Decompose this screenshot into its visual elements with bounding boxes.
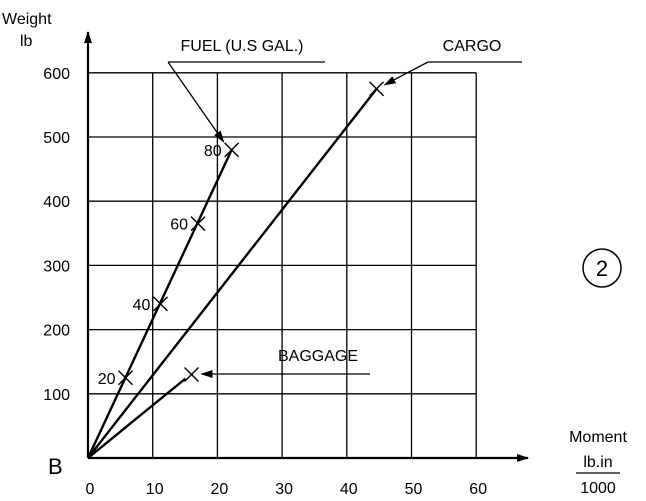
y-axis-unit-label: lb [20,33,33,50]
labels: 0 10 20 30 40 50 60 100 200 300 400 500 600 Weight lb M… [2,11,627,498]
fuel-point-label-80: 80 [204,143,222,160]
y-tick-label-200: 200 [43,323,70,340]
fuel-marker-80 [224,142,240,158]
cargo-marker [369,81,385,97]
x-axis-unit-denominator: 1000 [580,480,616,497]
x-tick-label-30: 30 [275,481,293,498]
x-tick-label-50: 50 [405,481,423,498]
fuel-marker-20 [118,370,134,386]
y-axis-label: Weight [2,11,52,28]
fuel-marker-40 [152,296,168,312]
x-tick-label-10: 10 [146,481,164,498]
axes [84,31,529,462]
cargo-leader-arrow [383,61,429,86]
series [86,81,385,459]
x-axis-unit-numerator: lb.in [583,454,612,471]
baggage-line [87,377,187,459]
fuel-point-label-60: 60 [170,217,188,234]
baggage-marker [184,367,200,383]
fuel-point-label-20: 20 [98,371,116,388]
fuel-leader-arrow [167,61,225,143]
cargo-line [87,88,378,459]
baggage-series-label: BAGGAGE [278,348,358,365]
x-tick-label-20: 20 [211,481,229,498]
figure-number: 2 [596,256,608,281]
grid [88,72,477,458]
x-axis-label: Moment [569,429,627,446]
y-tick-label-100: 100 [43,387,70,404]
cargo-series-label: CARGO [443,38,502,55]
y-tick-label-300: 300 [43,258,70,275]
figure-number-circle [582,248,622,288]
fuel-point-label-40: 40 [133,297,151,314]
y-tick-label-600: 600 [43,66,70,83]
fuel-series-label: FUEL (U.S GAL.) [181,38,304,55]
fuel-marker-60 [190,216,206,232]
x-tick-label-40: 40 [340,481,358,498]
y-tick-label-400: 400 [43,194,70,211]
x-tick-label-0: 0 [86,481,95,498]
y-tick-label-500: 500 [43,130,70,147]
origin-label: B [48,454,63,479]
x-tick-label-60: 60 [469,481,487,498]
